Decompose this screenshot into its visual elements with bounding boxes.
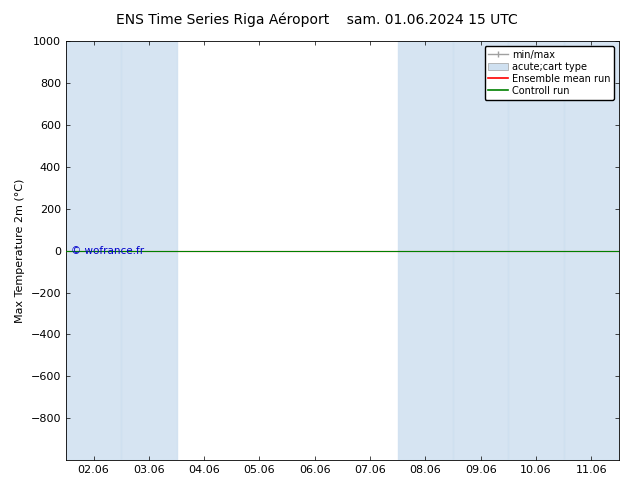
Text: © wofrance.fr: © wofrance.fr	[72, 246, 145, 256]
Legend: min/max, acute;cart type, Ensemble mean run, Controll run: min/max, acute;cart type, Ensemble mean …	[484, 46, 614, 99]
Bar	[508, 41, 564, 460]
Bar	[564, 41, 619, 460]
Bar	[121, 41, 176, 460]
Bar	[398, 41, 453, 460]
Bar	[453, 41, 508, 460]
Text: ENS Time Series Riga Aéroport    sam. 01.06.2024 15 UTC: ENS Time Series Riga Aéroport sam. 01.06…	[116, 12, 518, 27]
Y-axis label: Max Temperature 2m (°C): Max Temperature 2m (°C)	[15, 178, 25, 323]
Bar	[66, 41, 121, 460]
